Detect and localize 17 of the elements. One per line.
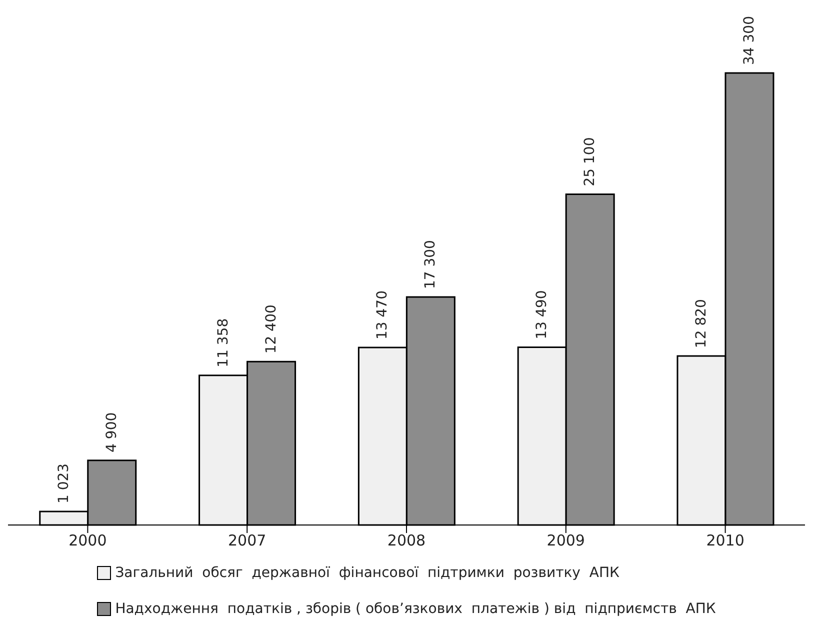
data-label: 12 820	[693, 299, 710, 348]
data-label: 13 470	[374, 290, 391, 340]
x-tick-label: 2008	[387, 532, 426, 550]
data-label: 25 100	[582, 137, 598, 186]
legend-label: Загальний обсяг державної фінансової підтримки розвитку АПК	[115, 565, 620, 581]
x-tick-label: 2000	[68, 532, 107, 550]
data-label: 34 300	[741, 16, 758, 65]
data-label: 12 400	[263, 304, 280, 354]
data-label: 11 358	[215, 318, 232, 368]
data-label: 13 490	[534, 290, 550, 340]
data-label: 17 300	[422, 240, 439, 290]
data-label: 1 023	[56, 463, 72, 504]
data-label: 4 900	[104, 412, 120, 452]
x-tick-label: 2010	[706, 532, 744, 550]
x-tick-label: 2009	[546, 532, 585, 550]
x-tick-label: 2007	[228, 532, 266, 550]
legend-label: Надходження податків , зборів ( обов’язкових платежів ) від підприємств АПК	[115, 601, 716, 617]
